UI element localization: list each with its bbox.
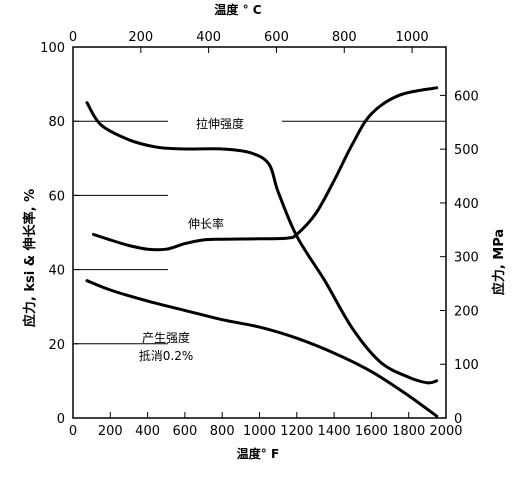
yleft-tick-60: 60 xyxy=(48,189,65,204)
top-axis-title: 温度 ° C xyxy=(214,2,261,17)
xtop-tick-800: 800 xyxy=(332,30,357,45)
yright-tick-200: 200 xyxy=(454,304,479,319)
xbottom-tick-400: 400 xyxy=(135,424,160,439)
bottom-axis-title: 温度° F xyxy=(237,446,279,461)
label-yield-strength: 产生强度 xyxy=(142,330,190,345)
curves-layer xyxy=(85,86,439,418)
xbottom-tick-1800: 1800 xyxy=(392,424,425,439)
xbottom-tick-1400: 1400 xyxy=(318,424,351,439)
xtop-tick-200: 200 xyxy=(128,30,153,45)
xbottom-tick-2000: 2000 xyxy=(429,424,462,439)
series-tensile-strength xyxy=(85,101,439,385)
label-offset: 抵消0.2% xyxy=(139,349,194,363)
yleft-tick-80: 80 xyxy=(48,115,65,130)
left-axis-title: 应力, ksi & 伸长率, % xyxy=(22,189,38,327)
xbottom-tick-0: 0 xyxy=(69,424,77,439)
yright-tick-400: 400 xyxy=(454,197,479,212)
yright-tick-100: 100 xyxy=(454,358,479,373)
xtop-tick-1000: 1000 xyxy=(396,30,429,45)
label-tensile-strength: 拉伸强度 xyxy=(196,116,244,131)
yleft-tick-0: 0 xyxy=(57,412,65,427)
xbottom-tick-1000: 1000 xyxy=(243,424,276,439)
plot-frame xyxy=(72,46,447,419)
xtop-tick-600: 600 xyxy=(264,30,289,45)
series-elongation xyxy=(92,86,439,252)
yright-tick-500: 500 xyxy=(454,143,479,158)
yright-tick-300: 300 xyxy=(454,251,479,266)
yleft-tick-20: 20 xyxy=(48,338,65,353)
xtop-tick-0: 0 xyxy=(69,30,77,45)
xbottom-tick-1200: 1200 xyxy=(280,424,313,439)
right-axis-title: 应力, MPa xyxy=(491,229,507,295)
yright-tick-600: 600 xyxy=(454,89,479,104)
xtop-tick-400: 400 xyxy=(196,30,221,45)
label-elongation: 伸长率 xyxy=(188,216,224,231)
yright-tick-0: 0 xyxy=(454,412,462,427)
xbottom-tick-200: 200 xyxy=(98,424,123,439)
xbottom-tick-800: 800 xyxy=(210,424,235,439)
series-yield-strength xyxy=(85,279,439,418)
yleft-tick-40: 40 xyxy=(48,264,65,279)
xbottom-tick-1600: 1600 xyxy=(355,424,388,439)
xbottom-tick-600: 600 xyxy=(172,424,197,439)
yleft-tick-100: 100 xyxy=(40,41,65,56)
